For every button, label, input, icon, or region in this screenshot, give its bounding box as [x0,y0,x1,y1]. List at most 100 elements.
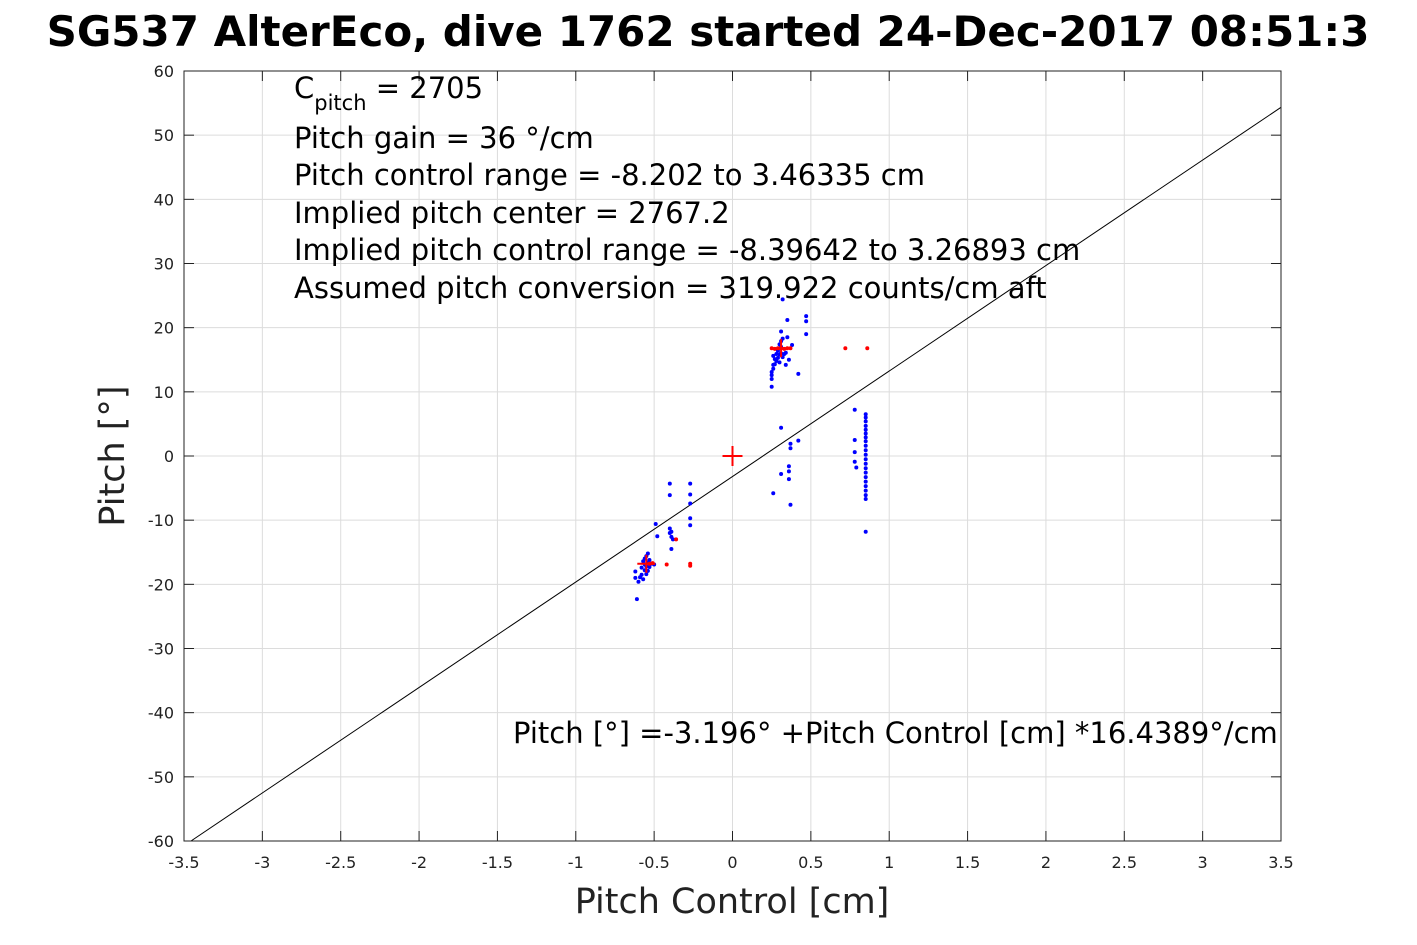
blue-point [852,450,857,455]
axis-ticks: -3.5 -3 -2.5 -2 -1.5 -1 -0.5 0 0.5 1 1.5 2 2.5 3 3.5 -6… [148,62,1294,872]
x-tick-label: 1.5 [955,853,980,872]
blue-point [769,377,774,381]
blue-point [775,355,780,360]
y-tick-label: 30 [154,255,174,274]
blue-point [863,412,868,417]
blue-point [863,484,868,489]
blue-point [688,523,693,528]
x-tick-label: -2.5 [325,853,356,872]
blue-point [647,565,652,570]
c-pitch-symbol: C [294,71,314,105]
blue-point [790,342,795,347]
pitch-conversion-annotation: Assumed pitch conversion = 319.922 count… [294,271,1047,305]
y-tick-label: -20 [148,575,174,594]
x-axis-label: Pitch Control [cm] [575,882,890,922]
blue-point [634,597,639,602]
blue-point [863,431,868,436]
chart-title: SG537 AlterEco, dive 1762 started 24-Dec… [47,7,1370,56]
y-tick-label: -40 [148,704,174,723]
blue-point [863,496,868,501]
y-tick-label: -30 [148,640,174,659]
blue-point [852,437,857,442]
red-point [865,346,870,351]
blue-point [670,537,675,542]
y-tick-label: -60 [148,832,174,851]
x-tick-label: 2 [1041,853,1051,872]
x-tick-label: -0.5 [639,853,670,872]
blue-point [852,407,857,412]
blue-point [783,362,788,367]
blue-point [863,493,868,498]
x-tick-label: 0.5 [798,853,823,872]
y-tick-label: 60 [154,62,174,81]
red-point [688,563,693,568]
x-tick-label: 1 [884,853,894,872]
blue-point [852,459,857,464]
blue-point [645,551,650,556]
red-point [674,537,679,542]
blue-point [641,577,646,582]
blue-point [786,477,791,482]
blue-point [863,439,868,444]
blue-point [804,314,809,319]
blue-point [783,350,788,355]
blue-point [688,492,693,497]
x-tick-label: 0 [727,853,737,872]
pitch-gain-annotation: Pitch gain = 36 °/cm [294,121,594,155]
blue-point [788,446,793,451]
c-pitch-value: = 2705 [367,71,484,105]
implied-pitch-range-annotation: Implied pitch control range = -8.39642 t… [294,233,1080,267]
blue-point [804,319,809,324]
blue-point [774,359,779,364]
blue-point [863,529,868,534]
blue-point [639,572,644,577]
y-tick-label: 10 [154,383,174,402]
blue-point [785,335,790,340]
blue-point [863,479,868,484]
blue-point [863,470,868,475]
blue-point [633,575,638,580]
blue-point [786,469,791,474]
blue-point [688,481,693,486]
y-tick-label: 50 [154,126,174,145]
blue-point [667,526,672,531]
blue-point [786,464,791,469]
data-points [633,297,870,602]
blue-point [636,579,641,584]
y-tick-label: 20 [154,319,174,338]
blue-point [633,569,638,574]
blue-point [647,557,652,562]
blue-point [771,353,776,358]
blue-point [639,565,644,570]
blue-point [779,471,784,476]
blue-point [796,438,801,443]
y-tick-label: 40 [154,190,174,209]
red-point [843,346,848,351]
blue-point [786,357,791,362]
blue-point [854,465,859,470]
blue-point [769,384,774,389]
x-tick-label: 3.5 [1268,853,1293,872]
blue-point [863,452,868,457]
x-tick-label: -3.5 [168,853,199,872]
blue-point [655,534,660,539]
blue-point [863,423,868,428]
blue-point [771,366,776,371]
blue-point [669,529,674,534]
implied-pitch-center-annotation: Implied pitch center = 2767.2 [294,196,730,230]
blue-point [863,415,868,420]
x-tick-label: 2.5 [1112,853,1137,872]
blue-point [863,457,868,462]
y-tick-label: -50 [148,768,174,787]
red-point [664,562,669,567]
blue-point [863,475,868,480]
blue-point [688,501,693,506]
blue-point [772,362,777,367]
x-tick-label: -1 [568,853,584,872]
blue-point [863,427,868,432]
blue-point [771,491,776,496]
x-tick-label: 3 [1198,853,1208,872]
annotation-block: Cpitch = 2705 Pitch gain = 36 °/cm Pitch… [294,71,1080,305]
blue-point [796,371,801,376]
